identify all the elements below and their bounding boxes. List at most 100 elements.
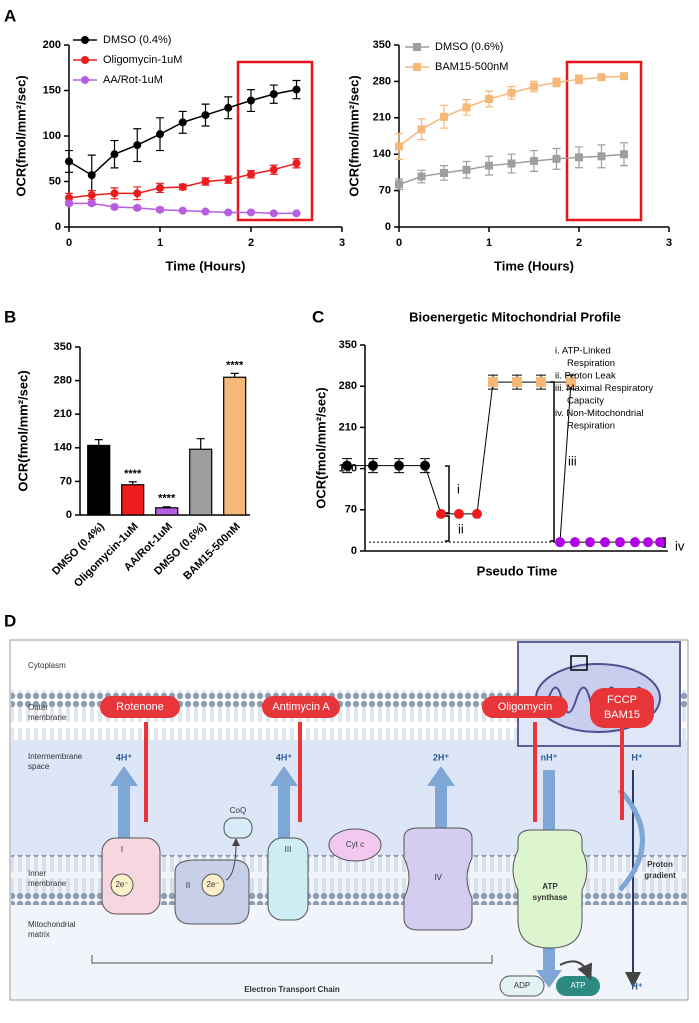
- x-axis-title: Time (Hours): [166, 258, 246, 273]
- x-tick-label: 1: [486, 237, 492, 249]
- atp: [556, 976, 600, 996]
- zoom-box: [570, 655, 588, 671]
- note: i. ATP-Linked: [555, 346, 611, 357]
- point: [133, 203, 142, 212]
- legend-label: AA/Rot-1uM: [103, 74, 163, 86]
- point: [269, 165, 278, 174]
- x-tick-label: 0: [396, 237, 402, 249]
- y-tick-label: 350: [339, 339, 357, 351]
- point: [292, 85, 301, 94]
- point: [597, 73, 606, 82]
- proton: H⁺: [631, 981, 642, 991]
- pill: [262, 696, 340, 718]
- point: [615, 537, 625, 548]
- point: [201, 207, 210, 216]
- electron: [201, 873, 225, 897]
- point: [536, 377, 546, 388]
- highlight-box: [565, 60, 643, 222]
- point: [65, 157, 73, 166]
- point: [395, 180, 403, 189]
- complex-label: I: [121, 845, 123, 854]
- bar: [121, 484, 145, 516]
- complex-label: IV: [434, 873, 442, 882]
- point: [417, 172, 426, 181]
- y-tick-label: 0: [351, 545, 357, 557]
- legend-label: BAM15-500nM: [435, 61, 508, 73]
- y-tick-label: 50: [49, 175, 61, 187]
- note: iii. Maximal Respiratory: [555, 383, 653, 394]
- point: [156, 183, 164, 192]
- pill: [100, 696, 180, 718]
- y-tick-label: 150: [43, 84, 61, 96]
- adp-label: ADP: [514, 981, 530, 990]
- y-tick-label: 140: [373, 148, 391, 160]
- point: [575, 153, 583, 162]
- atp-label: ATP: [571, 981, 586, 990]
- significance: ****: [158, 493, 176, 505]
- error-bar: [552, 147, 561, 170]
- y-axis-title: OCR(fmol/mm²/sec): [15, 370, 30, 491]
- y-tick-label: 210: [54, 408, 72, 420]
- point: [395, 142, 403, 151]
- point: [485, 95, 493, 104]
- brackets: [445, 381, 666, 548]
- atp-synthase-label: synthase: [533, 893, 568, 902]
- y-tick-label: 200: [43, 39, 61, 51]
- point: [87, 171, 96, 180]
- panel-label: C: [312, 307, 324, 326]
- point: [585, 537, 595, 548]
- point: [133, 189, 142, 198]
- point: [643, 537, 653, 548]
- error-bar: [65, 149, 73, 173]
- complex-i: [101, 837, 161, 915]
- x-tick-label: 3: [666, 237, 672, 249]
- electron-label: 2e⁻: [115, 880, 128, 889]
- legend-label: DMSO (0.6%): [435, 41, 503, 53]
- note: ii. Proton Leak: [555, 371, 616, 382]
- cyt-c: [328, 828, 382, 862]
- error-bar: [224, 96, 233, 120]
- y-tick-label: 280: [339, 380, 357, 392]
- error-bar: [110, 139, 119, 169]
- bar: [87, 444, 111, 516]
- error-bar: [178, 110, 187, 134]
- inhibitor: Antimycin A: [272, 701, 330, 713]
- point: [555, 537, 565, 548]
- atp-synthase-label: ATP: [542, 882, 558, 891]
- y-tick-label: 140: [54, 442, 72, 454]
- point: [87, 199, 96, 208]
- point: [512, 377, 522, 388]
- electron: [110, 873, 134, 897]
- point: [342, 460, 352, 471]
- point: [292, 159, 301, 168]
- point: [436, 508, 446, 519]
- complex-iii: [267, 837, 309, 921]
- point: [440, 112, 448, 121]
- electron-path: [225, 838, 240, 881]
- adp: [499, 975, 545, 997]
- point: [420, 460, 430, 471]
- x-tick-label: 1: [157, 237, 163, 249]
- profile-line: [347, 381, 660, 543]
- bracket-label: ii: [458, 521, 464, 536]
- bracket-label: i: [457, 481, 460, 496]
- point: [269, 209, 278, 218]
- error-bar: [440, 104, 448, 129]
- point: [620, 150, 628, 159]
- pill: [590, 688, 654, 728]
- complex-iv: [403, 827, 473, 931]
- legend-label: Oligomycin-1uM: [103, 54, 182, 66]
- point: [600, 537, 610, 548]
- gradient-arrow: [618, 788, 645, 892]
- point: [110, 150, 119, 159]
- error-bar: [395, 132, 403, 160]
- point: [462, 103, 471, 112]
- panel-label: B: [4, 307, 16, 326]
- error-bar: [597, 144, 606, 169]
- error-bar: [530, 149, 538, 172]
- point: [87, 191, 96, 200]
- y-tick-label: 210: [339, 421, 357, 433]
- point: [507, 159, 516, 168]
- error-bar: [230, 372, 239, 378]
